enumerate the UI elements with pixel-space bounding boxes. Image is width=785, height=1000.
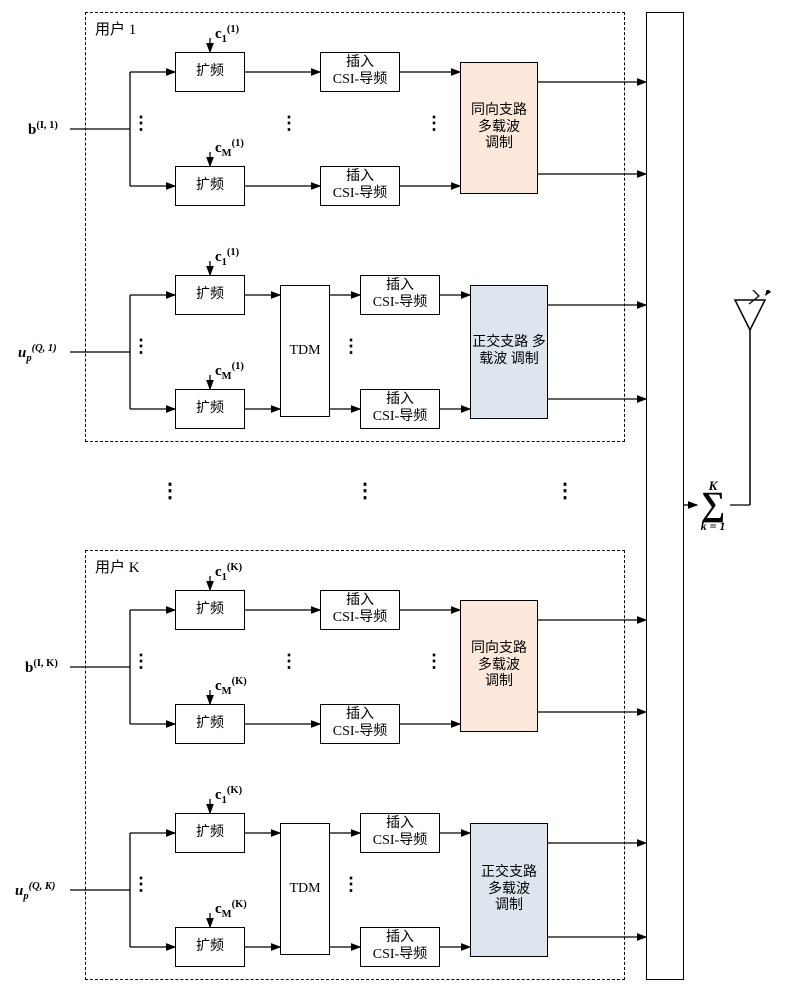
mod-i-box: 同向支路 多载波 调制 bbox=[460, 600, 538, 732]
input-u-q1: up(Q, 1) bbox=[18, 343, 57, 364]
user-1-label: 用户 1 bbox=[95, 18, 136, 39]
mod-q-box: 正交支路 多载波 调制 bbox=[470, 285, 548, 419]
cM-1-i-label: cM(1) bbox=[215, 138, 244, 159]
cM-K-q-label: cM(K) bbox=[215, 899, 247, 920]
cM-1-q-label: cM(1) bbox=[215, 361, 244, 382]
vdots-icon: ⋮ bbox=[160, 487, 180, 495]
csi-box: 插入 CSI-导频 bbox=[320, 704, 400, 744]
tdm-box: TDM bbox=[280, 823, 330, 955]
spread-box: 扩频 bbox=[175, 275, 245, 315]
input-b-i1: b(I, 1) bbox=[28, 120, 58, 139]
mod-i-box: 同向支路 多载波 调制 bbox=[460, 62, 538, 194]
vdots-icon: ⋮ bbox=[132, 343, 150, 350]
vdots-icon: ⋮ bbox=[132, 881, 150, 888]
cM-K-i-label: cM(K) bbox=[215, 676, 247, 697]
spread-box: 扩频 bbox=[175, 590, 245, 630]
vdots-icon: ⋮ bbox=[425, 120, 443, 127]
csi-box: 插入 CSI-导频 bbox=[360, 275, 440, 315]
c1-1-q-label: c1(1) bbox=[215, 247, 239, 268]
summer-box bbox=[646, 12, 684, 980]
csi-box: 插入 CSI-导频 bbox=[320, 52, 400, 92]
vdots-icon: ⋮ bbox=[342, 343, 360, 350]
spread-box: 扩频 bbox=[175, 389, 245, 429]
vdots-icon: ⋮ bbox=[132, 120, 150, 127]
input-u-qk: up(Q, K) bbox=[15, 881, 55, 902]
csi-box: 插入 CSI-导频 bbox=[320, 590, 400, 630]
input-b-ik: b(I, K) bbox=[25, 658, 58, 677]
vdots-icon: ⋮ bbox=[355, 487, 375, 495]
antenna-icon bbox=[725, 290, 775, 510]
vdots-icon: ⋮ bbox=[132, 658, 150, 665]
csi-box: 插入 CSI-导频 bbox=[360, 927, 440, 967]
vdots-icon: ⋮ bbox=[280, 658, 298, 665]
vdots-icon: ⋮ bbox=[555, 487, 575, 495]
vdots-icon: ⋮ bbox=[425, 658, 443, 665]
c1-1-i-label: c1(1) bbox=[215, 24, 239, 45]
user-k-label: 用户 K bbox=[95, 556, 140, 577]
csi-box: 插入 CSI-导频 bbox=[360, 813, 440, 853]
spread-box: 扩频 bbox=[175, 927, 245, 967]
tdm-box: TDM bbox=[280, 285, 330, 417]
vdots-icon: ⋮ bbox=[280, 120, 298, 127]
spread-box: 扩频 bbox=[175, 704, 245, 744]
c1-K-q-label: c1(K) bbox=[215, 785, 242, 806]
vdots-icon: ⋮ bbox=[342, 881, 360, 888]
mod-q-box: 正交支路 多载波 调制 bbox=[470, 823, 548, 957]
spread-box: 扩频 bbox=[175, 52, 245, 92]
csi-box: 插入 CSI-导频 bbox=[360, 389, 440, 429]
spread-box: 扩频 bbox=[175, 166, 245, 206]
csi-box: 插入 CSI-导频 bbox=[320, 166, 400, 206]
spread-box: 扩频 bbox=[175, 813, 245, 853]
c1-K-i-label: c1(K) bbox=[215, 562, 242, 583]
